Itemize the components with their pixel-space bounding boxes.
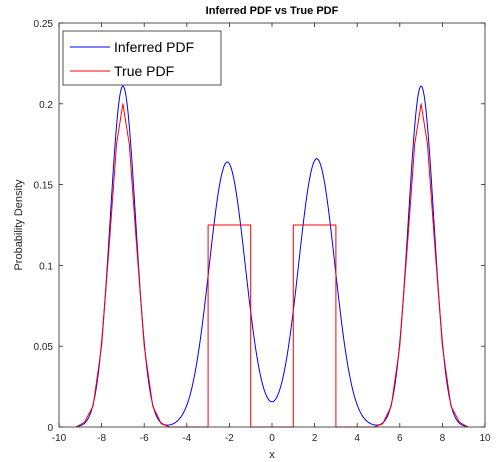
x-tick-label: 0	[269, 433, 275, 444]
x-tick-label: -4	[182, 433, 191, 444]
x-tick-label: 8	[440, 433, 446, 444]
y-axis-label: Probability Density	[13, 179, 25, 271]
x-tick-label: 6	[397, 433, 403, 444]
y-tick-label: 0.15	[34, 181, 54, 192]
y-tick-label: 0.2	[39, 100, 53, 111]
x-tick-label: -2	[225, 433, 234, 444]
x-tick-label: 4	[354, 433, 360, 444]
y-tick-label: 0	[47, 423, 53, 434]
y-tick-label: 0.05	[34, 342, 54, 353]
x-tick-label: 10	[479, 433, 491, 444]
legend-label-true: True PDF	[114, 63, 174, 79]
legend-label-inferred: Inferred PDF	[114, 39, 194, 55]
y-tick-label: 0.25	[34, 19, 54, 30]
x-axis-label: x	[269, 449, 275, 461]
x-axis: -10 -8 -6 -4 -2 0 2 4 6 8 10	[52, 23, 491, 444]
legend: Inferred PDF True PDF	[62, 30, 222, 86]
legend-box	[62, 30, 222, 86]
x-tick-label: -6	[140, 433, 149, 444]
chart-title: Inferred PDF vs True PDF	[206, 5, 339, 17]
x-tick-label: 2	[312, 433, 318, 444]
y-tick-label: 0.1	[39, 261, 53, 272]
y-axis: 0 0.05 0.1 0.15 0.2 0.25	[34, 19, 485, 434]
plot-area	[59, 23, 485, 427]
x-tick-label: -8	[97, 433, 106, 444]
x-tick-label: -10	[52, 433, 67, 444]
